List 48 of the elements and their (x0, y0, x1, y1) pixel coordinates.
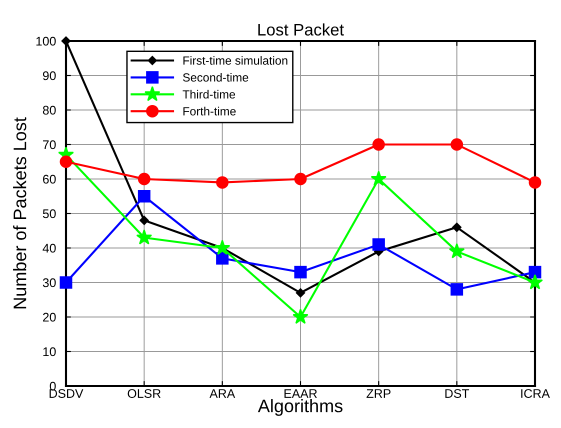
y-tick-label: 80 (42, 106, 56, 115)
legend-label: Forth-time (183, 106, 236, 116)
y-tick-label: 70 (43, 140, 56, 150)
y-tick-label: 20 (43, 312, 56, 322)
point (214, 240, 230, 255)
point (216, 252, 229, 265)
y-tick-label: 60 (43, 174, 56, 184)
point (452, 222, 462, 232)
y-tick-label: 30 (42, 278, 56, 288)
point (450, 283, 464, 296)
point (292, 308, 308, 324)
point (370, 170, 387, 186)
x-tick-label: ZRP (366, 389, 391, 398)
point (372, 238, 385, 251)
x-tick-label: OLSR (128, 389, 161, 398)
y-tick-label: 40 (42, 244, 56, 253)
point (136, 229, 152, 245)
point (60, 276, 72, 289)
x-tick-label: EAAR (284, 389, 317, 398)
x-tick-label: ARA (210, 389, 236, 398)
chart-title: Lost Packet (258, 23, 344, 36)
point (528, 266, 542, 278)
point (372, 138, 385, 151)
point (140, 216, 149, 226)
y-axis-title: Number of Packets Lost (13, 117, 26, 308)
point (448, 243, 465, 258)
point (138, 190, 150, 202)
point (61, 36, 71, 46)
point (294, 172, 307, 186)
y-tick-label: 10 (43, 347, 56, 356)
point (296, 288, 306, 298)
legend-label: Third-time (182, 90, 236, 99)
legend-label: First-time simulation (183, 56, 288, 65)
point (527, 274, 543, 290)
x-tick-label: DSDV (50, 389, 84, 398)
x-tick-label: ICRA (521, 389, 550, 398)
x-axis-title: Algorithms (258, 399, 342, 416)
point (528, 176, 542, 189)
point (294, 266, 307, 278)
y-tick-label: 90 (42, 71, 56, 80)
y-tick-label: 50 (42, 209, 56, 218)
x-tick-label: DST (445, 389, 470, 398)
point (216, 176, 229, 189)
point (138, 172, 150, 186)
point (60, 156, 72, 168)
legend-label: Second-time (182, 72, 248, 82)
point (450, 138, 464, 151)
y-tick-label: 100 (36, 36, 56, 46)
